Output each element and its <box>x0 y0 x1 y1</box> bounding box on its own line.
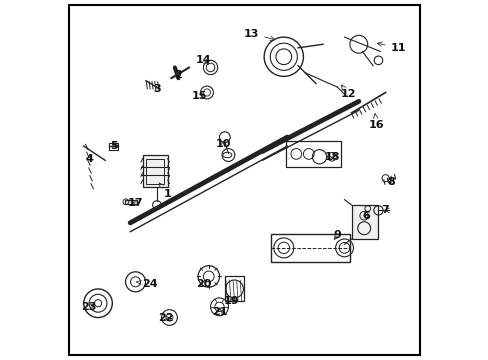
Text: 14: 14 <box>195 55 211 65</box>
Bar <box>142 155 167 187</box>
Text: 19: 19 <box>224 296 239 306</box>
Text: 15: 15 <box>192 91 207 101</box>
Bar <box>108 143 118 150</box>
Text: 17: 17 <box>127 198 143 208</box>
Text: 5: 5 <box>110 141 118 151</box>
Bar <box>271 234 349 262</box>
Text: 2: 2 <box>174 69 182 80</box>
Text: 4: 4 <box>85 154 93 163</box>
Text: 20: 20 <box>195 279 211 289</box>
Text: 3: 3 <box>153 84 161 94</box>
Text: 6: 6 <box>361 211 369 221</box>
Text: 23: 23 <box>81 302 97 312</box>
Text: 10: 10 <box>215 139 230 149</box>
Text: 8: 8 <box>386 177 394 187</box>
Text: 24: 24 <box>136 279 157 289</box>
Bar <box>124 200 137 204</box>
Bar <box>351 205 378 239</box>
Text: 7: 7 <box>381 205 388 215</box>
Text: 13: 13 <box>244 28 274 41</box>
Bar <box>224 276 244 301</box>
Bar <box>285 141 340 167</box>
Text: 16: 16 <box>368 114 384 130</box>
Text: 11: 11 <box>377 42 405 53</box>
Text: 9: 9 <box>333 230 341 240</box>
Text: 12: 12 <box>340 85 355 99</box>
Text: 1: 1 <box>159 183 171 199</box>
Text: 22: 22 <box>158 312 173 323</box>
Text: 21: 21 <box>211 307 227 317</box>
Bar <box>146 158 164 184</box>
Text: 18: 18 <box>324 152 339 162</box>
